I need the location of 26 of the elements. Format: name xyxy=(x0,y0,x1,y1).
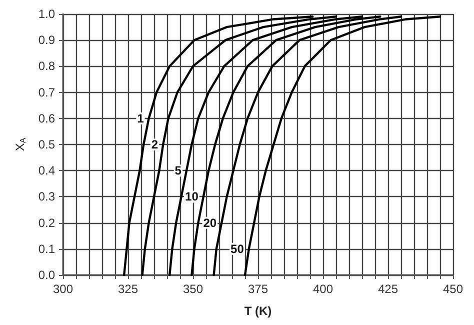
x-tick-label: 350 xyxy=(182,282,204,296)
y-tick-label: 0.6 xyxy=(38,111,56,126)
y-tick-label: 0.3 xyxy=(38,190,56,204)
series-label: 50 xyxy=(230,242,244,256)
y-axis-title: XA xyxy=(13,137,28,152)
y-tick-label: 0.0 xyxy=(38,268,56,282)
y-tick-label: 1.0 xyxy=(38,7,56,21)
x-tick-label: 450 xyxy=(442,282,464,296)
x-tick-label: 375 xyxy=(248,282,268,296)
y-tick-label: 0.7 xyxy=(38,85,56,100)
series-label: 20 xyxy=(203,216,217,230)
y-tick-label: 0.4 xyxy=(38,164,56,178)
series-label: 5 xyxy=(174,164,182,178)
y-tick-label: 0.1 xyxy=(38,242,56,256)
x-tick-label: 400 xyxy=(312,282,334,296)
y-tick-label: 0.2 xyxy=(38,216,56,230)
y-tick-label: 0.8 xyxy=(38,59,56,74)
x-tick-label: 325 xyxy=(118,282,138,296)
series-label: 10 xyxy=(185,190,199,204)
x-tick-label: 425 xyxy=(378,282,398,296)
x-tick-label: 300 xyxy=(52,282,74,296)
series-label: 2 xyxy=(151,138,158,152)
series-label: 1 xyxy=(137,111,144,126)
x-axis-title: T (K) xyxy=(244,304,272,318)
y-tick-label: 0.5 xyxy=(38,138,56,152)
y-tick-label: 0.9 xyxy=(38,33,56,48)
